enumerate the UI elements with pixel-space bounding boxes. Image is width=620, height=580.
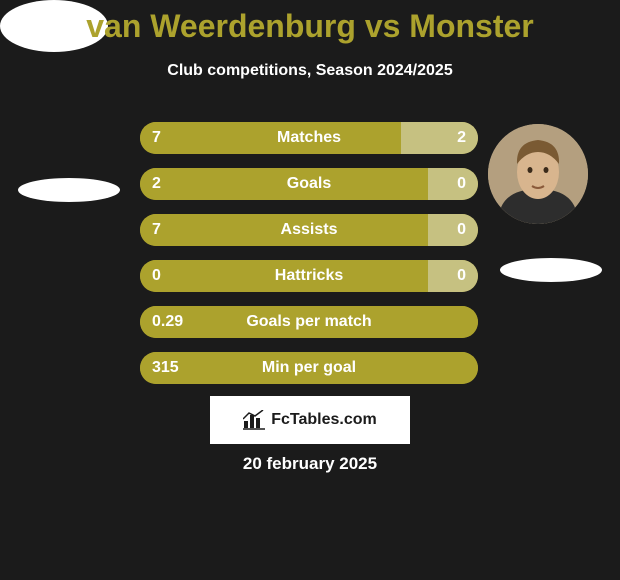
player-right-avatar <box>488 124 588 224</box>
stat-right-value: 0 <box>457 267 466 285</box>
stat-left-value: 7 <box>152 221 161 239</box>
subtitle: Club competitions, Season 2024/2025 <box>0 62 620 80</box>
stat-left-value: 2 <box>152 175 161 193</box>
comparison-infographic: van Weerdenburg vs Monster Club competit… <box>0 0 620 580</box>
stat-right-value: 0 <box>457 175 466 193</box>
stat-right-fill <box>428 214 478 246</box>
stat-left-fill <box>140 168 428 200</box>
stat-left-value: 315 <box>152 359 179 377</box>
bar-chart-icon <box>243 410 265 430</box>
stat-left-value: 0.29 <box>152 313 183 331</box>
face-icon <box>488 124 588 224</box>
stat-left-value: 0 <box>152 267 161 285</box>
stat-left-value: 7 <box>152 129 161 147</box>
stat-label: Hattricks <box>275 267 343 285</box>
stat-row: 0.29 Goals per match <box>140 306 478 338</box>
stat-row: 0 0 Hattricks <box>140 260 478 292</box>
stat-bars: 7 2 Matches 2 0 Goals 7 0 Assists 0 0 Hattricks 0.29… <box>140 122 478 398</box>
page-title: van Weerdenburg vs Monster <box>0 8 620 45</box>
player-left-shadow <box>18 178 120 202</box>
stat-row: 7 0 Assists <box>140 214 478 246</box>
stat-label: Min per goal <box>262 359 356 377</box>
stat-left-fill <box>140 122 401 154</box>
stat-right-value: 2 <box>457 129 466 147</box>
brand-badge: FcTables.com <box>210 396 410 444</box>
stat-right-fill <box>428 168 478 200</box>
date-label: 20 february 2025 <box>0 454 620 474</box>
stat-right-fill <box>428 260 478 292</box>
stat-row: 315 Min per goal <box>140 352 478 384</box>
player-right-shadow <box>500 258 602 282</box>
stat-label: Goals <box>287 175 331 193</box>
stat-right-value: 0 <box>457 221 466 239</box>
stat-label: Goals per match <box>246 313 371 331</box>
stat-right-fill <box>401 122 478 154</box>
stat-label: Matches <box>277 129 341 147</box>
stat-row: 2 0 Goals <box>140 168 478 200</box>
brand-text: FcTables.com <box>271 411 377 429</box>
stat-row: 7 2 Matches <box>140 122 478 154</box>
stat-label: Assists <box>281 221 338 239</box>
